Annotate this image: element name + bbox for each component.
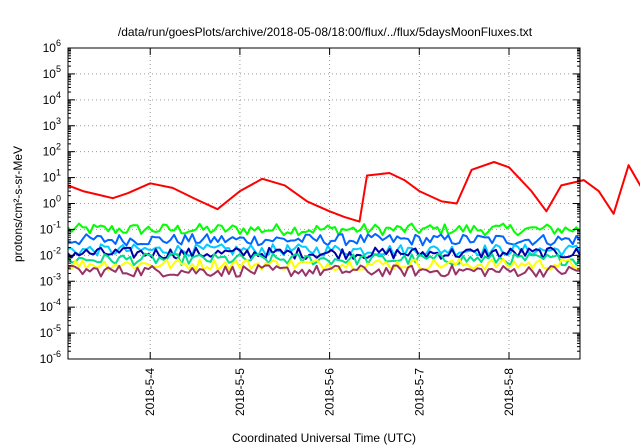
y-tick-label: 102 — [43, 142, 61, 159]
x-tick-label: 2018-5-4 — [143, 368, 157, 416]
y-tick-label: 10-6 — [40, 349, 61, 366]
series-line-2 — [67, 233, 581, 247]
y-axis-label: protons/cm²-s-sr-MeV — [11, 146, 25, 262]
y-tick-label: 10-3 — [40, 271, 61, 288]
x-tick-label: 2018-5-7 — [412, 368, 426, 416]
y-tick-labels: 10-6 10-5 10-4 10-3 10-2 10-1 100 101 102 103 104 1… — [40, 38, 61, 366]
y-tick-label: 10-1 — [40, 219, 61, 236]
x-axis-label: Coordinated Universal Time (UTC) — [232, 431, 416, 445]
series-line-1 — [67, 222, 581, 237]
y-tick-label: 103 — [43, 116, 61, 133]
y-tick-label: 104 — [43, 90, 61, 107]
series-line-7 — [67, 264, 581, 278]
y-tick-label: 101 — [43, 168, 61, 185]
y-tick-label: 106 — [43, 38, 61, 55]
y-tick-label: 10-4 — [40, 297, 61, 314]
series-line-4 — [67, 246, 581, 260]
x-tick-label: 2018-5-6 — [323, 368, 337, 416]
series-layer — [67, 161, 640, 278]
series-line-5 — [67, 252, 581, 267]
y-tick-label: 100 — [43, 194, 61, 211]
y-tick-label: 10-5 — [40, 323, 61, 340]
x-tick-label: 2018-5-5 — [233, 368, 247, 416]
x-tick-label: 2018-5-8 — [502, 368, 516, 416]
x-tick-labels: 2018-5-4 2018-5-5 2018-5-6 2018-5-7 2018-5-8 — [143, 368, 516, 416]
y-tick-label: 10-2 — [40, 245, 61, 262]
series-line-0 — [67, 161, 640, 223]
series-line-3 — [67, 243, 581, 257]
chart-title: /data/run/goesPlots/archive/2018-05-08/1… — [118, 25, 533, 39]
grid — [68, 48, 580, 359]
ticks — [68, 47, 580, 360]
y-tick-label: 105 — [43, 64, 61, 81]
